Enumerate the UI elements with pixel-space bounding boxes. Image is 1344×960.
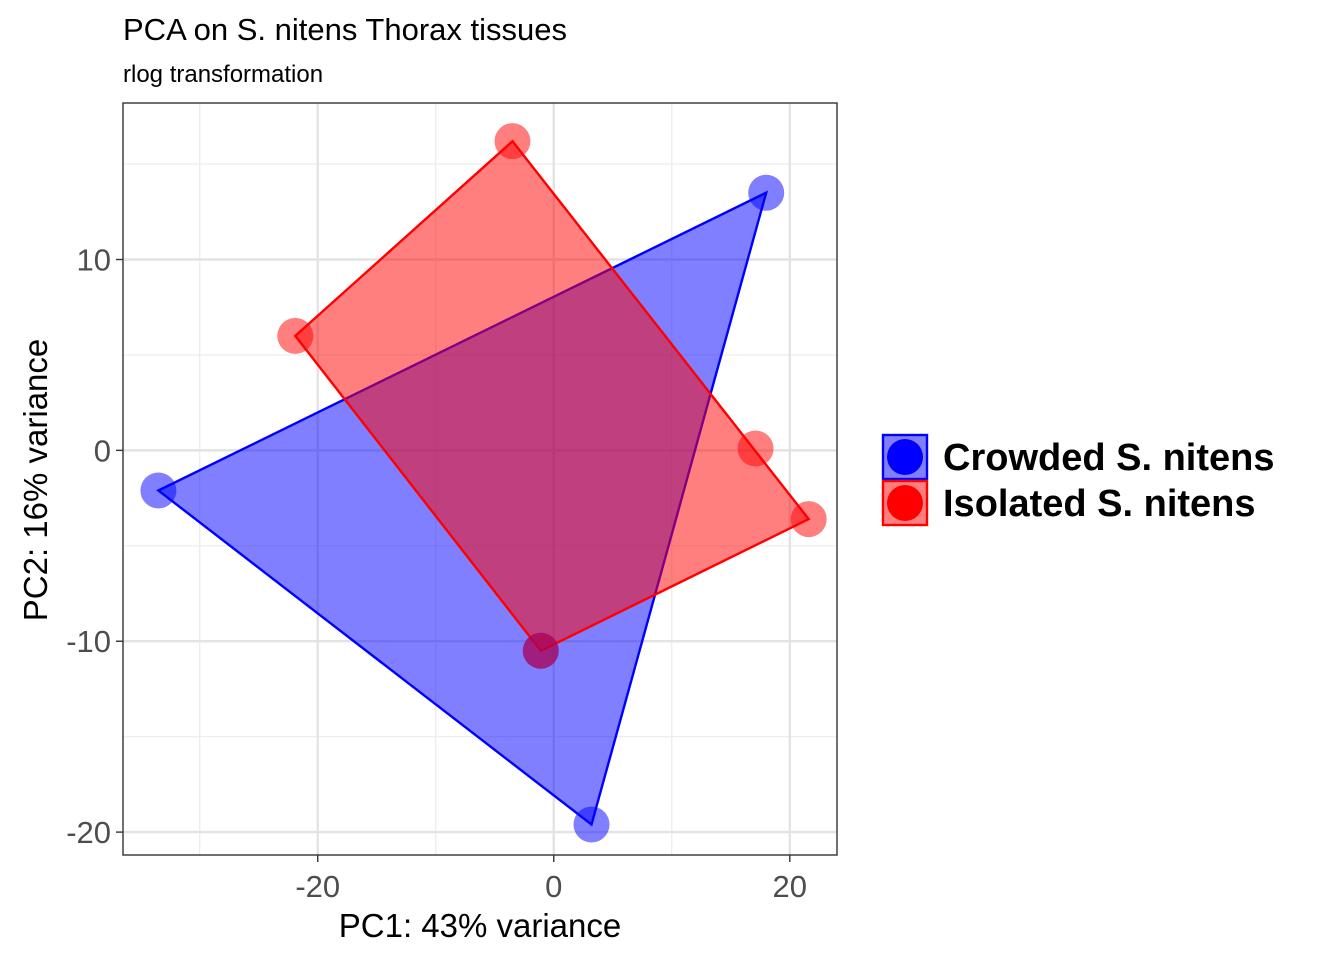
y-tick-label: -10 <box>66 624 111 659</box>
chart-title: PCA on S. nitens Thorax tissues <box>123 12 567 47</box>
y-tick-label: 0 <box>94 433 111 468</box>
chart-subtitle: rlog transformation <box>123 61 323 88</box>
x-axis: -20 0 20 <box>295 855 807 904</box>
data-point <box>522 632 559 669</box>
x-tick-label: -20 <box>295 869 340 904</box>
y-axis: -20 -10 0 10 <box>66 243 123 850</box>
hull-polygons <box>156 139 811 827</box>
legend-key-point <box>887 485 923 521</box>
x-tick-label: 0 <box>545 869 562 904</box>
y-axis-title: PC2: 16% variance <box>17 339 54 621</box>
plot-panel <box>122 102 838 856</box>
data-points <box>140 123 827 843</box>
y-tick-label: 10 <box>77 243 111 278</box>
data-point <box>748 174 785 211</box>
legend-label: Isolated S. nitens <box>943 483 1256 525</box>
data-point <box>573 806 610 843</box>
legend-key-point <box>887 439 923 475</box>
data-point <box>790 501 827 538</box>
y-tick-label: -20 <box>66 815 111 850</box>
data-point <box>140 472 177 509</box>
data-point <box>494 123 531 160</box>
data-point <box>737 430 774 467</box>
panel-border <box>122 102 838 856</box>
x-axis-title: PC1: 43% variance <box>339 907 621 944</box>
data-point <box>277 317 314 354</box>
x-tick-label: 20 <box>773 869 807 904</box>
legend-label: Crowded S. nitens <box>943 437 1274 479</box>
